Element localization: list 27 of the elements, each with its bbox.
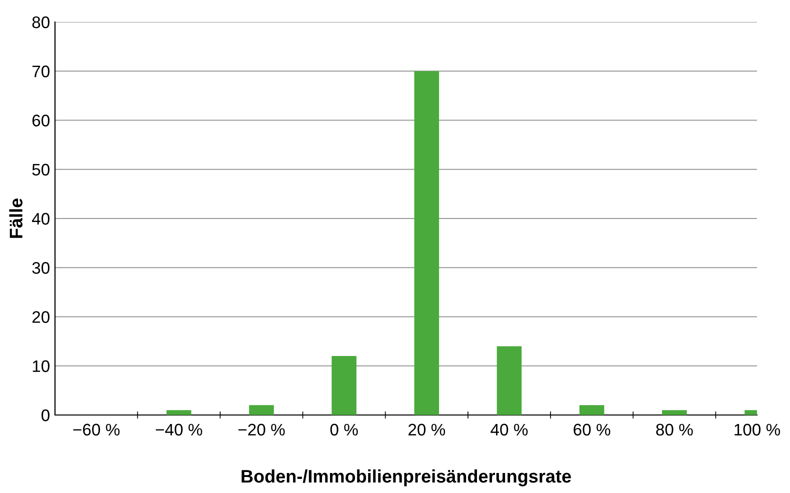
y-tick-label: 70 (32, 66, 50, 78)
x-tick-label: −20 % (238, 424, 285, 436)
y-axis-title: Fälle (9, 198, 22, 238)
bar (414, 71, 440, 415)
x-tick-label: 20 % (408, 424, 446, 436)
y-tick-label: 30 (32, 262, 50, 274)
y-tick-label: 40 (32, 212, 50, 225)
x-tick-label: 60 % (574, 424, 610, 436)
y-tick-label: 60 (32, 114, 50, 126)
bar (579, 405, 604, 415)
x-axis-title: Boden-/Immobilienpreisänderungsrate (242, 469, 571, 486)
x-tick-label: 100 % (734, 424, 780, 436)
x-tick-label: 0 % (330, 424, 358, 436)
y-tick-label: 10 (32, 360, 50, 372)
bar (166, 410, 192, 415)
y-tick-label: 50 (32, 164, 50, 176)
bar (249, 405, 274, 415)
x-tick-label: −40 % (156, 424, 202, 436)
bar (662, 410, 687, 415)
x-tick-label: 40 % (490, 424, 528, 436)
bar (332, 356, 356, 415)
bar (496, 346, 522, 415)
y-tick-label: 80 (32, 16, 50, 28)
x-tick-label: −60 % (73, 424, 120, 436)
x-tick-label: 80 % (656, 424, 693, 436)
y-tick-label: 20 (32, 311, 50, 323)
y-tick-label: 0 (42, 409, 50, 422)
